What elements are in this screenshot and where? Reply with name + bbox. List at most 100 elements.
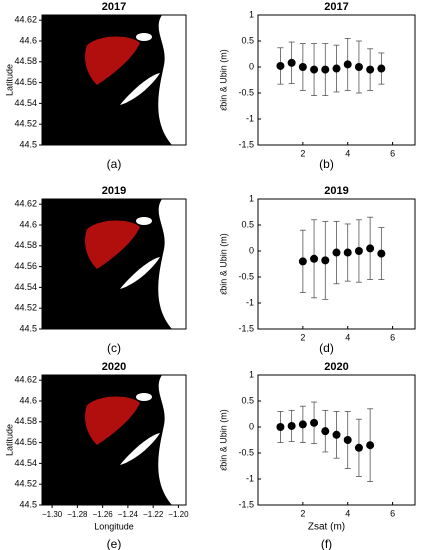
y-tick-label: -1.5 <box>238 499 254 509</box>
y-tick-label: 1 <box>249 369 254 379</box>
point <box>377 249 386 258</box>
panel-label: (d) <box>319 341 334 355</box>
point <box>366 65 375 74</box>
x-tick-label: −1.30 <box>42 510 63 519</box>
point <box>332 64 341 73</box>
y-tick-label: 0.5 <box>241 395 254 405</box>
y-tick-label: 44.52 <box>14 303 37 313</box>
point <box>298 257 307 266</box>
point <box>343 60 352 69</box>
y-axis-label: ε̄bin & Ubin (m) <box>218 233 228 295</box>
y-tick-label: -1 <box>246 113 254 123</box>
x-tick-label: 4 <box>345 332 350 342</box>
y-tick-label: 44.54 <box>14 282 37 292</box>
point <box>298 420 307 429</box>
sandbank <box>136 393 152 401</box>
x-tick-label: 2 <box>300 508 305 518</box>
red-area <box>85 220 140 269</box>
panel-label: (a) <box>107 157 122 171</box>
y-axis-label: Latitude <box>4 64 14 96</box>
y-tick-label: 44.62 <box>14 15 37 25</box>
y-tick-label: -0.5 <box>238 271 254 281</box>
y-tick-label: 44.56 <box>14 261 37 271</box>
y-tick-label: 44.62 <box>14 375 37 385</box>
x-tick-label: 6 <box>390 508 395 518</box>
x-axis-label: Zsat (m) <box>308 522 345 533</box>
y-tick-label: 44.56 <box>14 437 37 447</box>
panel-label: (e) <box>107 537 122 550</box>
y-tick-label: -1.5 <box>238 323 254 333</box>
y-tick-label: 0 <box>249 61 254 71</box>
point <box>343 248 352 257</box>
y-tick-label: 1 <box>249 9 254 19</box>
x-axis-label: Longitude <box>94 521 134 531</box>
x-tick-label: −1.22 <box>143 510 164 519</box>
map-frame <box>41 198 187 330</box>
y-tick-label: -0.5 <box>238 87 254 97</box>
y-tick-label: -1.5 <box>238 139 254 149</box>
y-tick-label: 44.58 <box>14 56 37 66</box>
land <box>158 15 186 145</box>
y-tick-label: 44.62 <box>14 199 37 209</box>
y-tick-label: 44.58 <box>14 416 37 426</box>
x-tick-label: −1.20 <box>168 510 189 519</box>
chart-title: 2020 <box>102 361 126 373</box>
x-tick-label: −1.28 <box>67 510 88 519</box>
panel-label: (b) <box>319 157 334 171</box>
y-tick-label: 44.5 <box>19 139 37 149</box>
sandbank <box>120 257 160 289</box>
y-tick-label: 44.5 <box>19 323 37 333</box>
x-tick-label: 6 <box>390 148 395 158</box>
point <box>287 421 296 430</box>
point <box>332 430 341 439</box>
panel-label: (c) <box>107 341 121 355</box>
y-tick-label: 0 <box>249 421 254 431</box>
y-tick-label: 44.5 <box>19 499 37 509</box>
point <box>321 256 330 265</box>
x-tick-label: 2 <box>300 148 305 158</box>
point <box>366 441 375 450</box>
errorbar-panel: -1.5 -1 -0.5 0 0.5 1 2 4 6 ε̄bin & Ubin (m) Zsat (… <box>218 361 416 550</box>
x-tick-label: 6 <box>390 332 395 342</box>
point <box>321 427 330 436</box>
x-tick-label: 4 <box>345 148 350 158</box>
chart-title: 2017 <box>324 1 348 13</box>
chart-title: 2019 <box>324 185 348 197</box>
panel-label: (f) <box>321 537 332 550</box>
point <box>366 244 375 253</box>
point <box>332 248 341 257</box>
point <box>354 63 363 71</box>
point <box>298 63 307 71</box>
y-tick-label: 44.54 <box>14 458 37 468</box>
y-tick-label: -1 <box>246 473 254 483</box>
y-tick-label: 44.6 <box>19 35 37 45</box>
chart-title: 2019 <box>102 185 126 197</box>
point <box>321 65 330 74</box>
y-tick-label: 44.54 <box>14 98 37 108</box>
point <box>310 418 319 427</box>
y-tick-label: 44.6 <box>19 219 37 229</box>
point <box>276 61 285 70</box>
y-tick-label: -1 <box>246 297 254 307</box>
y-tick-label: 0 <box>249 245 254 255</box>
y-tick-label: 44.52 <box>14 479 37 489</box>
y-tick-label: 44.58 <box>14 240 37 250</box>
sandbank <box>136 217 152 225</box>
y-tick-label: 44.6 <box>19 395 37 405</box>
y-tick-label: 1 <box>249 193 254 203</box>
point <box>276 423 285 431</box>
y-tick-label: -0.5 <box>238 447 254 457</box>
map-frame <box>41 14 187 146</box>
chart-title: 2020 <box>324 361 348 373</box>
y-axis-label: ε̄bin & Ubin (m) <box>218 49 228 111</box>
point <box>287 58 296 67</box>
point <box>310 65 319 74</box>
red-area <box>85 396 140 445</box>
point <box>354 247 363 255</box>
x-tick-label: 2 <box>300 332 305 342</box>
y-tick-label: 0.5 <box>241 219 254 229</box>
y-tick-label: 0.5 <box>241 35 254 45</box>
y-axis-label: ε̄bin & Ubin (m) <box>218 409 228 471</box>
errorbar-panel: -1.5 -1 -0.5 0 0.5 1 2 4 6 ε̄bin & Ubin (m) 2019 (d… <box>218 185 416 355</box>
